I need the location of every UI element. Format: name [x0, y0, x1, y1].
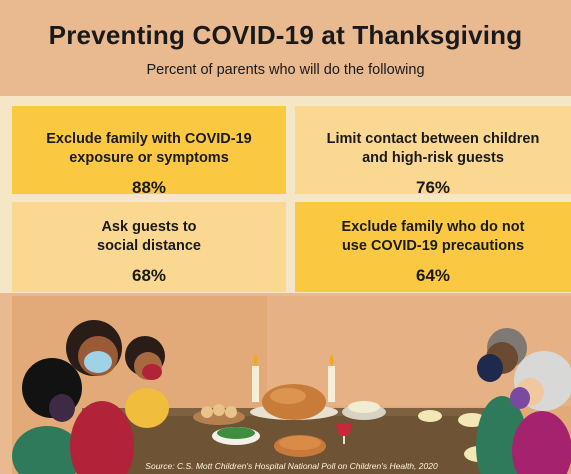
- stat-card-exclude-no-precautions: Exclude family who do not use COVID-19 p…: [295, 202, 571, 292]
- stat-card-social-distance: Ask guests to social distance 68%: [12, 202, 286, 292]
- bread-roll-icon: [225, 406, 237, 418]
- stat-label: Exclude family with COVID-19 exposure or…: [46, 130, 251, 168]
- cranberry-glass-icon: [336, 424, 352, 436]
- stat-label-line2: use COVID-19 precautions: [341, 238, 525, 254]
- page-title: Preventing COVID-19 at Thanksgiving: [48, 20, 523, 50]
- stat-value: 76%: [415, 178, 451, 197]
- stat-label-line2: exposure or symptoms: [69, 150, 229, 166]
- plate-icon: [418, 410, 442, 422]
- stat-label-line2: and high-risk guests: [362, 150, 504, 166]
- candle-icon: [328, 366, 335, 402]
- stat-label-line1: Limit contact between children: [326, 131, 540, 147]
- flame-icon: [329, 354, 334, 366]
- page-subtitle: Percent of parents who will do the follo…: [146, 62, 425, 78]
- stat-card-exclude-symptoms: Exclude family with COVID-19 exposure or…: [12, 106, 286, 197]
- stat-value: 68%: [131, 266, 167, 285]
- stat-label: Ask guests to social distance: [97, 218, 201, 256]
- stat-card-limit-contact: Limit contact between children and high-…: [295, 106, 571, 197]
- mashed-potatoes-icon: [348, 401, 380, 413]
- person-shirt: [12, 426, 82, 474]
- face-mask-icon: [84, 351, 112, 373]
- source-note: Source: C.S. Mott Children's Hospital Na…: [145, 461, 438, 471]
- stat-label: Limit contact between children and high-…: [327, 130, 540, 168]
- pie-top: [279, 436, 321, 450]
- stat-label-line2: social distance: [97, 238, 201, 254]
- flame-icon: [253, 354, 258, 366]
- face-mask-icon: [49, 394, 75, 422]
- stat-value: 64%: [415, 266, 451, 285]
- bread-roll-icon: [213, 404, 225, 416]
- face-mask-icon: [142, 364, 162, 380]
- turkey-highlight: [270, 388, 306, 404]
- face-mask-icon: [477, 354, 503, 382]
- green-beans-icon: [217, 427, 255, 439]
- dinner-scene-svg: [12, 296, 571, 474]
- stat-label-line1: Ask guests to: [101, 219, 197, 235]
- stat-label-line1: Exclude family who do not: [341, 219, 525, 235]
- candle-icon: [252, 366, 259, 402]
- person-shirt: [125, 388, 169, 428]
- glass-stem: [343, 436, 345, 444]
- family-dinner-illustration: Source: C.S. Mott Children's Hospital Na…: [12, 296, 571, 474]
- stat-label: Exclude family who do not use COVID-19 p…: [342, 218, 525, 256]
- person-shirt: [512, 411, 571, 474]
- header: Preventing COVID-19 at Thanksgiving Perc…: [0, 0, 571, 96]
- person-shirt: [70, 401, 134, 474]
- stat-label-line1: Exclude family with COVID-19: [46, 131, 252, 147]
- face-mask-icon: [510, 387, 530, 409]
- stats-grid: Exclude family with COVID-19 exposure or…: [0, 96, 571, 293]
- bread-roll-icon: [201, 406, 213, 418]
- stat-value: 88%: [131, 178, 167, 197]
